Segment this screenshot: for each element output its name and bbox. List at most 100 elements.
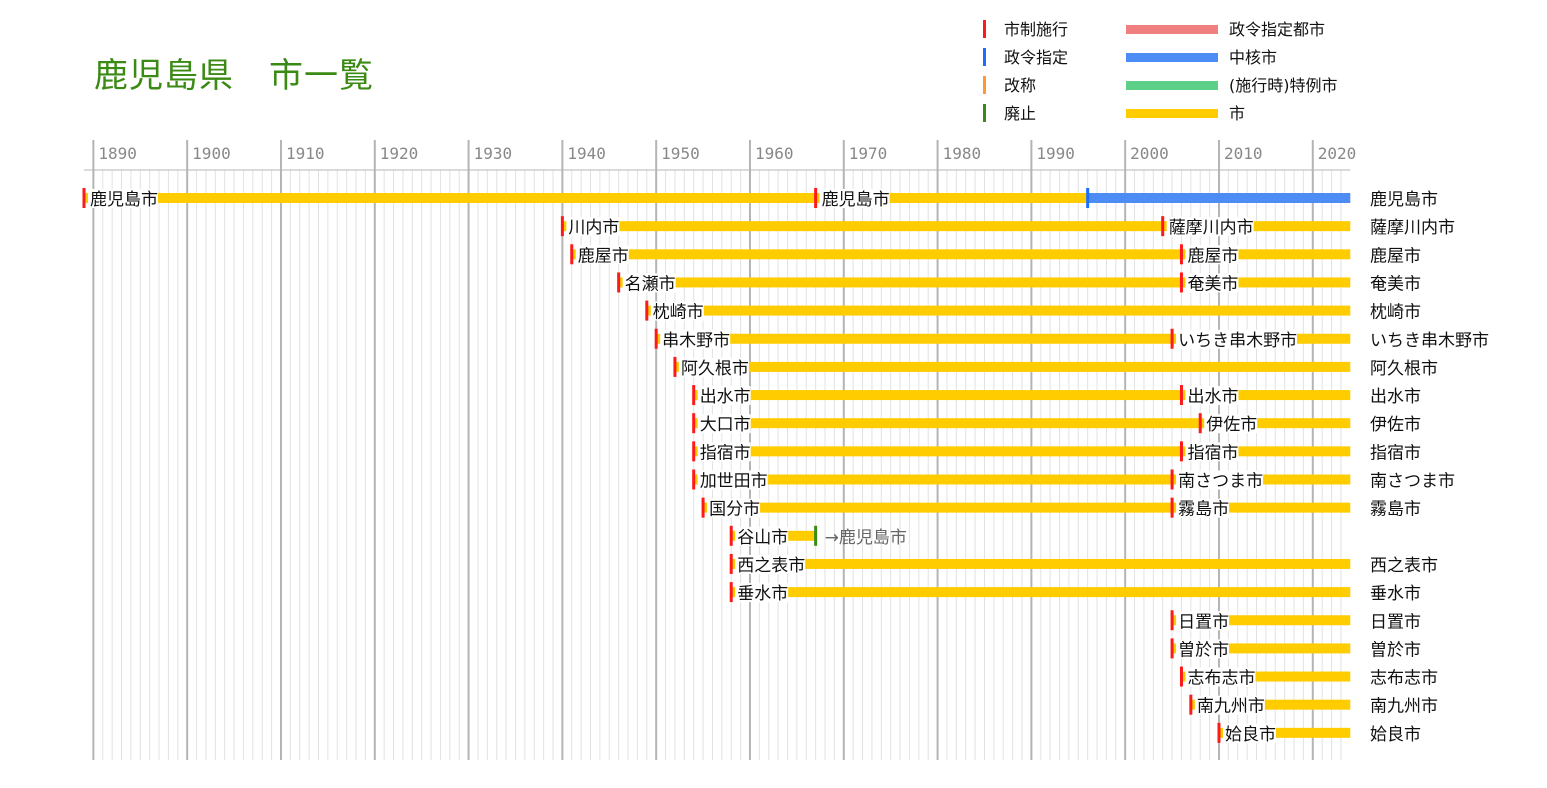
event-marker [1170,469,1174,490]
event-label: 曽於市 [1178,640,1229,660]
event-label: 日置市 [1178,612,1229,632]
legend-bar-label: (施行時)特例市 [1229,76,1338,95]
event-label: 霧島市 [1178,500,1229,520]
event-label: 伊佐市 [1206,415,1257,435]
legend-bar-label: 政令指定都市 [1229,20,1325,39]
event-label-bg [697,470,768,490]
event-label-bg [697,442,751,462]
current-city-label: 志布志市 [1370,669,1438,689]
current-city-label: 出水市 [1370,387,1421,407]
event-label: いちき串木野市 [1178,331,1297,351]
event-label-bg [1176,611,1230,631]
timeline-bar [1172,643,1351,654]
timeline-bar [1172,615,1351,626]
event-label: 川内市 [568,218,619,238]
event-marker [1086,188,1090,208]
x-tick-label: 2020 [1318,144,1357,163]
legend-marker-label: 廃止 [1004,104,1036,123]
event-label: 谷山市 [737,528,788,548]
x-tick-label: 1970 [849,144,888,163]
event-label-bg [697,414,751,434]
event-label-bg [650,301,704,321]
current-city-label: 伊佐市 [1370,415,1421,435]
event-label-bg [1185,386,1239,406]
legend-bar-swatch-1 [1126,25,1218,34]
event-marker [692,469,696,490]
x-tick-label: 1890 [98,144,137,163]
timeline-bar [731,558,1351,569]
event-label-bg [1166,217,1254,237]
legend-marker-2 [983,48,986,66]
timeline-bar [693,446,1351,457]
event-label: 姶良市 [1225,725,1276,745]
event-label-bg [1222,723,1276,743]
event-label-bg [1176,639,1230,659]
event-marker [692,413,696,434]
event-label-bg [678,357,749,377]
event-label: 指宿市 [1187,443,1238,463]
x-tick-label: 1900 [192,144,231,163]
event-marker [701,497,705,518]
event-label: 奄美市 [1187,274,1238,294]
event-label: 鹿屋市 [578,246,629,266]
legend-bar-swatch-4 [1126,109,1218,118]
event-marker [692,441,696,462]
current-city-label: 指宿市 [1370,443,1421,463]
current-city-label: 垂水市 [1370,584,1421,604]
event-label: 串木野市 [662,331,730,351]
event-label-bg [735,526,789,546]
event-marker [814,188,818,208]
current-city-label: 霧島市 [1370,500,1421,520]
legend-bar-label: 市 [1229,104,1245,123]
current-city-label: 南さつま市 [1370,472,1455,492]
event-marker [1189,694,1193,715]
timeline-bar [1181,671,1351,682]
event-marker [692,385,696,406]
timeline-bar [656,333,1351,344]
event-marker [645,300,649,321]
timeline-bar [731,587,1351,598]
event-label: 指宿市 [700,443,751,463]
event-marker [1198,413,1202,434]
timeline-bar [674,361,1351,372]
timeline-bar [646,305,1351,316]
event-label: 大口市 [700,415,751,435]
event-marker [673,356,677,377]
event-label-bg [735,554,806,574]
legend-marker-3 [983,76,986,94]
event-marker [1179,244,1183,265]
timeline-bar [703,502,1351,513]
event-marker [1170,497,1174,518]
event-label-bg [1176,470,1264,490]
legend-bar-swatch-3 [1126,81,1218,90]
event-marker [570,244,574,265]
event-marker [729,582,733,603]
event-marker [1170,328,1174,349]
current-city-label: 西之表市 [1370,556,1438,576]
legend-marker-4 [983,104,986,122]
event-label: 名瀬市 [625,274,676,294]
x-tick-label: 1980 [943,144,982,163]
x-tick-label: 1990 [1036,144,1075,163]
current-city-label: 阿久根市 [1370,359,1438,379]
event-label: 加世田市 [700,472,768,492]
timeline-bar [562,221,1351,232]
x-tick-label: 2000 [1130,144,1169,163]
event-label: 国分市 [709,500,760,520]
timeline-bar [618,277,1351,288]
timeline-bar [693,390,1351,401]
legend-marker-label: 改称 [1004,76,1036,95]
x-tick-label: 2010 [1224,144,1263,163]
x-tick-label: 1910 [286,144,325,163]
legend-marker-1 [983,20,986,38]
current-city-label: 薩摩川内市 [1370,218,1455,238]
event-label-bg [1185,273,1239,293]
timeline-bar [1218,727,1351,738]
event-label: 枕崎市 [653,303,704,323]
event-marker [1179,441,1183,462]
event-label-bg [697,386,751,406]
event-label-bg [566,217,620,237]
timeline-bar [693,474,1351,485]
